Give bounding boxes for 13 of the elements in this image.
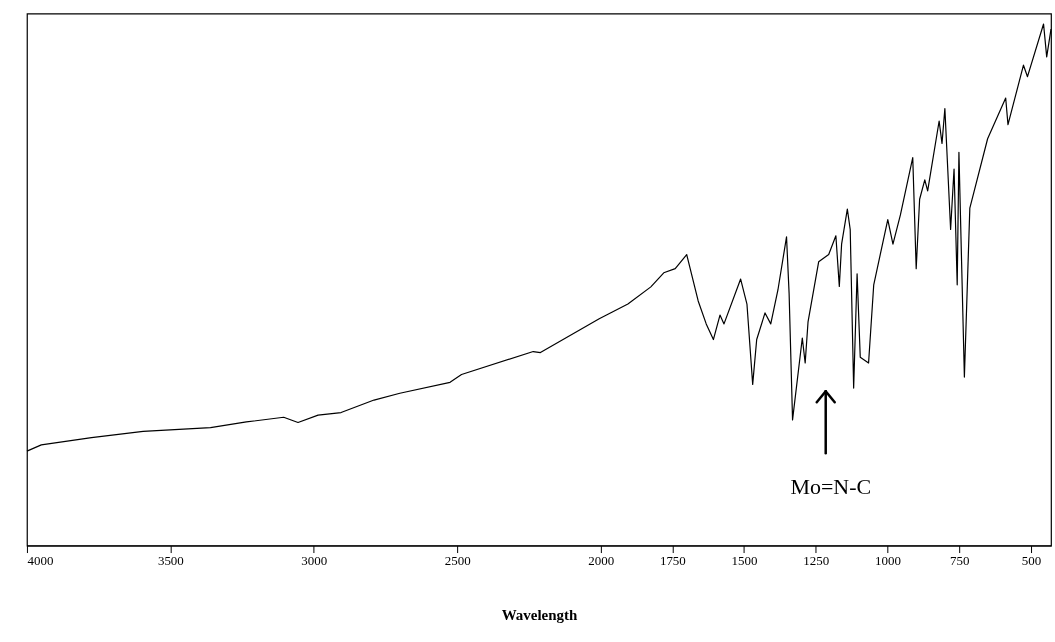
annotation: Mo=N-C <box>790 474 872 500</box>
x-tick-label: 3000 <box>301 553 328 569</box>
x-tick-label: 750 <box>949 553 970 569</box>
x-tick-label: 1000 <box>875 553 901 569</box>
x-tick-label: 3500 <box>157 553 184 569</box>
x-axis-title: Wavelength <box>501 606 578 623</box>
x-tick-label: 4000 <box>27 553 54 569</box>
x-tick-label: 2500 <box>444 553 471 569</box>
x-tick-label: 1500 <box>731 553 758 569</box>
x-tick-label: 1750 <box>659 553 686 569</box>
x-tick-label: 1250 <box>803 553 830 569</box>
x-tick-label: 500 <box>1021 553 1042 569</box>
x-tick-label: 2000 <box>588 553 615 569</box>
